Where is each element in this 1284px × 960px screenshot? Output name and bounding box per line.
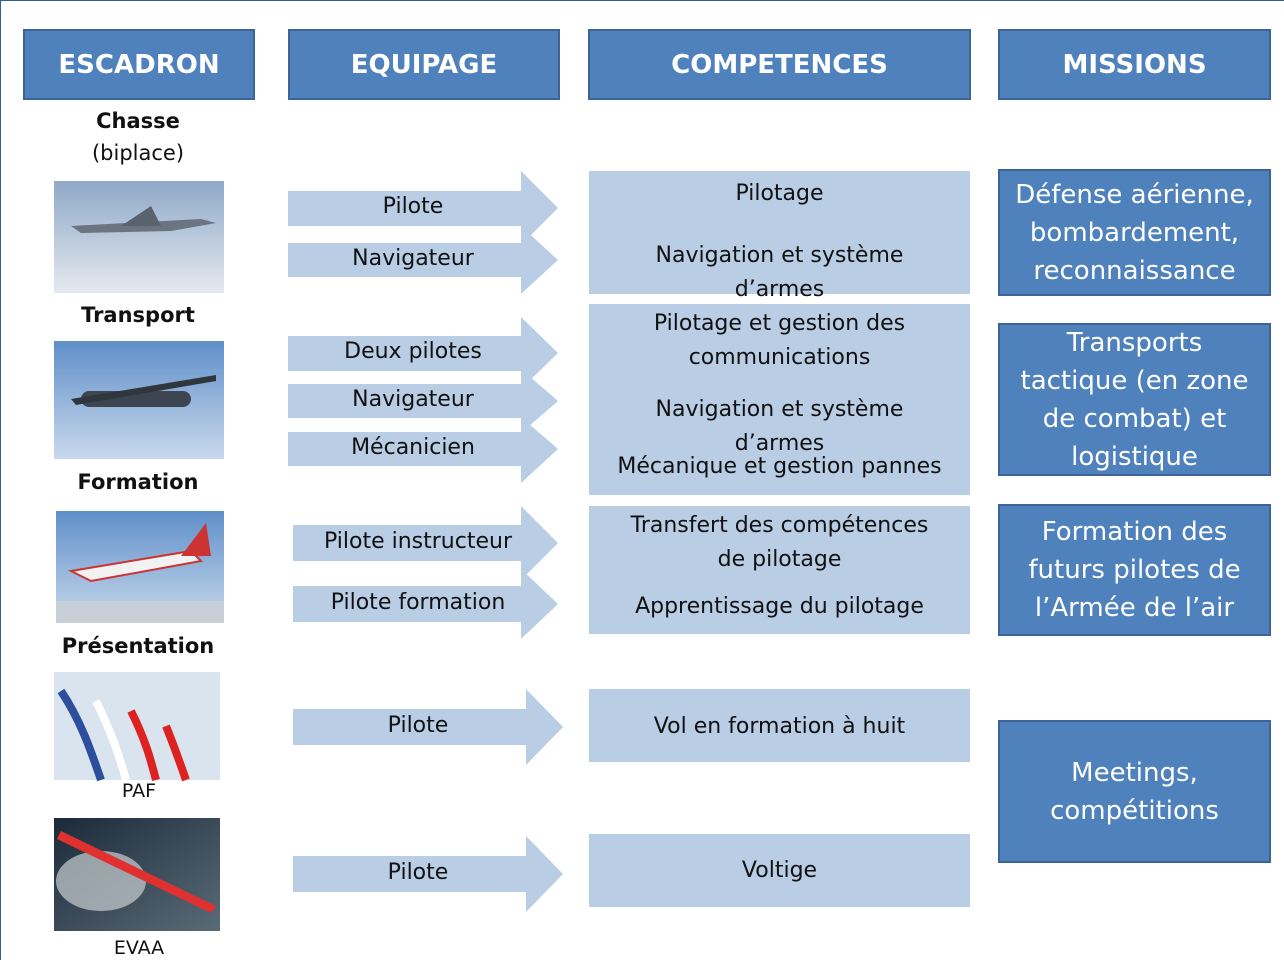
- crew: Pilote: [382, 194, 444, 219]
- crew: Navigateur: [352, 387, 474, 412]
- image-aerobatic: [54, 818, 220, 931]
- squadron-subname: (biplace): [91, 141, 185, 165]
- crew: Deux pilotes: [344, 339, 482, 364]
- competence: Mécanique et gestion pannes: [617, 454, 942, 479]
- crew: Pilote: [387, 713, 449, 738]
- competence-box: [589, 506, 970, 634]
- competence: Navigation et système d’armes: [655, 397, 904, 456]
- competence: Pilotage: [735, 181, 824, 206]
- image-transport: [54, 341, 224, 459]
- squadron-name: Chasse: [96, 109, 180, 133]
- competence-box: [589, 304, 970, 495]
- image-trainer: [56, 511, 224, 623]
- header: EQUIPAGE: [288, 29, 560, 100]
- crew: Pilote: [387, 860, 449, 885]
- crew: Pilote formation: [330, 590, 506, 615]
- header: MISSIONS: [998, 29, 1271, 100]
- competence: Voltige: [741, 858, 818, 883]
- competence: Vol en formation à huit: [653, 714, 906, 739]
- squadron-name: Présentation: [61, 634, 215, 658]
- competence: Transfert des compétences de pilotage: [630, 513, 929, 572]
- mission: Transports tactique (en zone de combat) …: [998, 323, 1271, 476]
- squadron-name: Transport: [81, 303, 195, 327]
- header: COMPETENCES: [588, 29, 971, 100]
- header: ESCADRON: [23, 29, 255, 100]
- squadron-name: Formation: [77, 470, 199, 494]
- crew: Mécanicien: [351, 435, 475, 460]
- crew: Navigateur: [352, 246, 474, 271]
- image-fighter: [54, 181, 224, 293]
- competence-box: [589, 834, 970, 907]
- competence: Navigation et système d’armes: [655, 243, 904, 302]
- crew: Pilote instructeur: [324, 529, 512, 554]
- image-patrol: [54, 672, 220, 782]
- competence-box: [589, 689, 970, 762]
- arrows: [288, 171, 563, 912]
- competence: Apprentissage du pilotage: [635, 594, 924, 619]
- image-caption: PAF: [121, 780, 157, 802]
- mission: Formation des futurs pilotes de l’Armée …: [998, 504, 1271, 636]
- mission: Défense aérienne, bombardement, reconnai…: [998, 169, 1271, 296]
- competence-box: [589, 171, 970, 294]
- mission: Meetings, compétitions: [998, 720, 1271, 863]
- image-caption: EVAA: [113, 937, 165, 959]
- competence: Pilotage et gestion des communications: [653, 311, 906, 370]
